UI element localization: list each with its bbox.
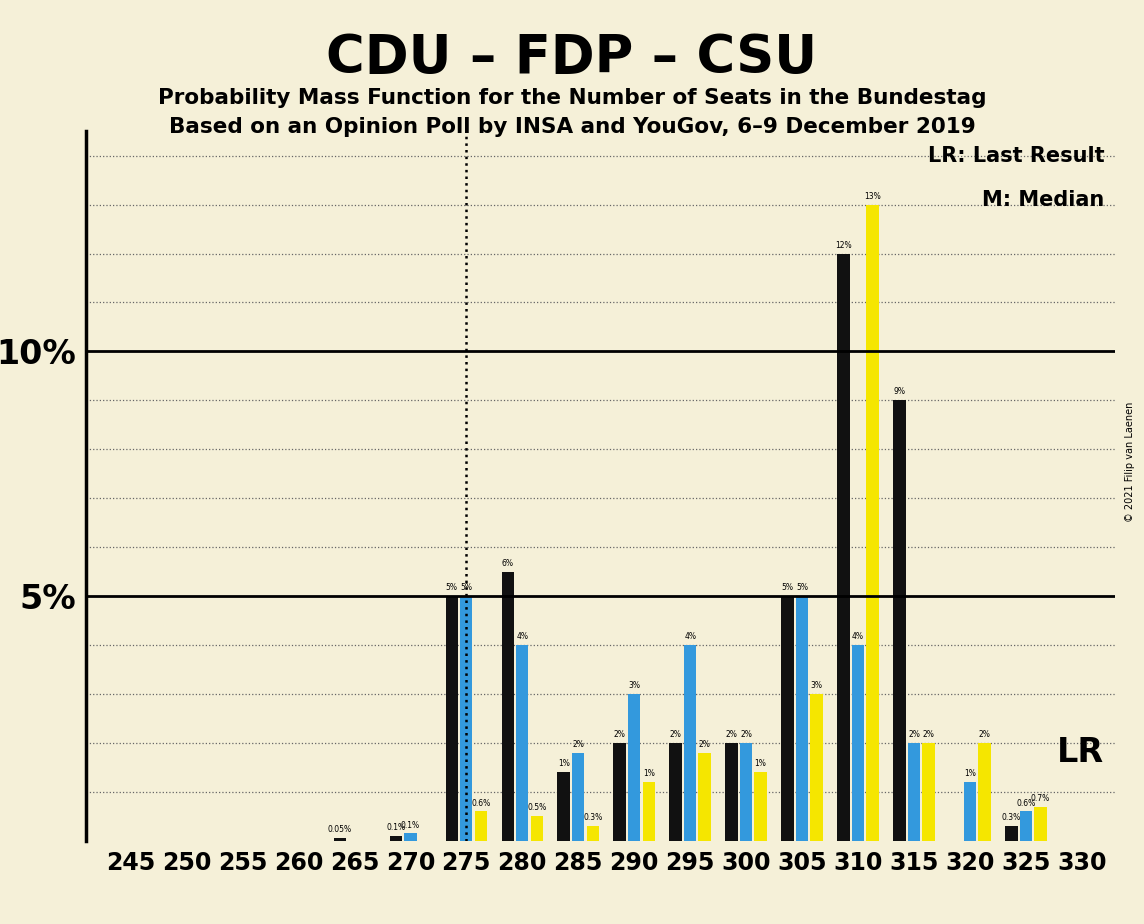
Bar: [669, 743, 682, 841]
Text: 0.5%: 0.5%: [527, 804, 547, 812]
Bar: [837, 253, 850, 841]
Bar: [963, 782, 976, 841]
Bar: [810, 694, 823, 841]
Text: 0.7%: 0.7%: [1031, 794, 1050, 803]
Text: 2%: 2%: [922, 730, 935, 739]
Text: 2%: 2%: [669, 730, 682, 739]
Bar: [572, 753, 585, 841]
Bar: [557, 772, 570, 841]
Bar: [699, 753, 710, 841]
Bar: [866, 204, 879, 841]
Text: 0.3%: 0.3%: [1002, 813, 1020, 822]
Text: 2%: 2%: [978, 730, 991, 739]
Text: 4%: 4%: [684, 632, 697, 641]
Text: 2%: 2%: [725, 730, 738, 739]
Bar: [725, 743, 738, 841]
Text: 1%: 1%: [558, 760, 570, 769]
Bar: [390, 836, 402, 841]
Text: 1%: 1%: [643, 769, 654, 778]
Text: Based on an Opinion Poll by INSA and YouGov, 6–9 December 2019: Based on an Opinion Poll by INSA and You…: [168, 117, 976, 138]
Bar: [1019, 811, 1032, 841]
Text: LR: Last Result: LR: Last Result: [928, 146, 1104, 166]
Text: 2%: 2%: [572, 740, 585, 748]
Text: 0.3%: 0.3%: [583, 813, 603, 822]
Bar: [531, 817, 543, 841]
Bar: [978, 743, 991, 841]
Text: 1%: 1%: [755, 760, 766, 769]
Text: 5%: 5%: [446, 583, 458, 592]
Text: 6%: 6%: [502, 559, 514, 567]
Text: 2%: 2%: [908, 730, 920, 739]
Bar: [460, 596, 472, 841]
Bar: [628, 694, 641, 841]
Text: 0.1%: 0.1%: [387, 823, 405, 832]
Text: 4%: 4%: [516, 632, 529, 641]
Bar: [334, 838, 345, 841]
Text: 4%: 4%: [852, 632, 864, 641]
Text: 3%: 3%: [811, 681, 823, 690]
Text: 13%: 13%: [864, 191, 881, 201]
Bar: [1006, 826, 1017, 841]
Bar: [516, 645, 529, 841]
Bar: [740, 743, 753, 841]
Text: 2%: 2%: [613, 730, 626, 739]
Text: 2%: 2%: [740, 730, 752, 739]
Bar: [501, 572, 514, 841]
Text: Probability Mass Function for the Number of Seats in the Bundestag: Probability Mass Function for the Number…: [158, 88, 986, 108]
Bar: [1034, 807, 1047, 841]
Bar: [587, 826, 599, 841]
Bar: [908, 743, 920, 841]
Text: LR: LR: [1057, 736, 1104, 770]
Bar: [684, 645, 697, 841]
Text: 0.6%: 0.6%: [471, 798, 491, 808]
Text: 0.1%: 0.1%: [400, 821, 420, 830]
Text: 3%: 3%: [628, 681, 641, 690]
Text: CDU – FDP – CSU: CDU – FDP – CSU: [326, 32, 818, 84]
Bar: [445, 596, 458, 841]
Bar: [754, 772, 766, 841]
Text: 9%: 9%: [893, 387, 905, 396]
Text: 5%: 5%: [796, 583, 808, 592]
Text: 5%: 5%: [460, 583, 472, 592]
Bar: [475, 811, 487, 841]
Bar: [922, 743, 935, 841]
Text: 5%: 5%: [781, 583, 794, 592]
Text: M: Median: M: Median: [982, 190, 1104, 210]
Bar: [643, 782, 654, 841]
Bar: [781, 596, 794, 841]
Text: 2%: 2%: [699, 740, 710, 748]
Bar: [852, 645, 864, 841]
Bar: [796, 596, 808, 841]
Text: 12%: 12%: [835, 240, 852, 249]
Bar: [404, 833, 416, 841]
Text: © 2021 Filip van Laenen: © 2021 Filip van Laenen: [1126, 402, 1135, 522]
Bar: [893, 400, 906, 841]
Text: 1%: 1%: [964, 769, 976, 778]
Bar: [613, 743, 626, 841]
Text: 0.05%: 0.05%: [328, 825, 352, 834]
Text: 0.6%: 0.6%: [1016, 798, 1035, 808]
